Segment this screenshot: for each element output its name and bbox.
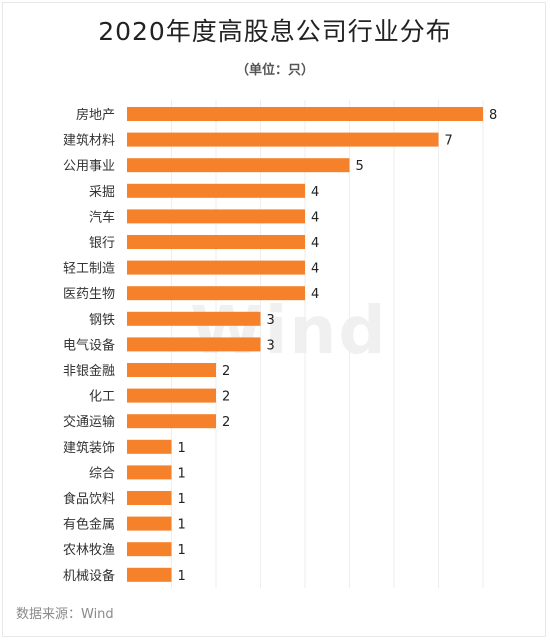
category-label: 建筑装饰 <box>63 440 115 456</box>
category-label: 化工 <box>89 390 115 405</box>
value-label: 2 <box>222 415 230 430</box>
bar <box>127 158 350 173</box>
bar <box>127 465 172 480</box>
category-label: 公用事业 <box>63 159 115 174</box>
category-label: 轻工制造 <box>63 262 115 277</box>
bar <box>127 414 216 429</box>
bar <box>127 388 216 403</box>
value-label: 5 <box>356 159 364 174</box>
category-label: 机械设备 <box>63 568 115 584</box>
category-label: 汽车 <box>89 209 115 225</box>
category-label: 钢铁 <box>89 313 115 328</box>
category-label: 综合 <box>89 466 115 481</box>
chart-unit: （单位：只） <box>235 63 314 78</box>
bar <box>127 107 483 121</box>
value-label: 1 <box>178 569 186 584</box>
value-label: 4 <box>311 210 319 225</box>
category-label: 医药生物 <box>63 287 115 302</box>
watermark-logo: Wind <box>190 292 388 369</box>
value-label: 1 <box>178 518 186 533</box>
category-label: 有色金属 <box>63 517 115 533</box>
bar <box>127 516 172 531</box>
category-label: 采掘 <box>89 185 115 200</box>
bar <box>127 235 305 249</box>
data-source: 数据来源：Wind <box>16 607 114 622</box>
value-label: 3 <box>267 313 275 328</box>
category-label: 交通运输 <box>63 414 115 430</box>
bar <box>127 132 439 147</box>
value-label: 4 <box>311 236 319 251</box>
bar <box>127 311 261 326</box>
bar <box>127 542 172 557</box>
value-label: 7 <box>445 134 453 149</box>
bar <box>127 567 172 582</box>
category-label: 非银金融 <box>63 363 115 379</box>
value-label: 2 <box>222 364 230 379</box>
chart-title: 2020年度高股息公司行业分布 <box>98 17 452 46</box>
category-label: 建筑材料 <box>63 133 115 149</box>
category-label: 农林牧渔 <box>63 543 115 558</box>
value-label: 1 <box>178 492 186 507</box>
category-label: 银行 <box>89 236 115 251</box>
category-label: 房地产 <box>76 107 115 123</box>
value-label: 1 <box>178 441 186 456</box>
value-label: 4 <box>311 185 319 200</box>
value-label: 3 <box>267 338 275 353</box>
bar <box>127 286 305 301</box>
value-label: 2 <box>222 390 230 405</box>
bar <box>127 363 216 377</box>
value-label: 4 <box>311 262 319 277</box>
category-label: 电气设备 <box>63 337 115 353</box>
bar <box>127 337 261 352</box>
bar <box>127 491 172 505</box>
bar <box>127 209 305 224</box>
bar <box>127 183 305 198</box>
bar <box>127 260 305 275</box>
category-label: 食品饮料 <box>63 491 115 507</box>
value-label: 1 <box>178 466 186 481</box>
value-label: 8 <box>489 108 497 123</box>
value-label: 4 <box>311 287 319 302</box>
bar <box>127 439 172 454</box>
value-label: 1 <box>178 543 186 558</box>
